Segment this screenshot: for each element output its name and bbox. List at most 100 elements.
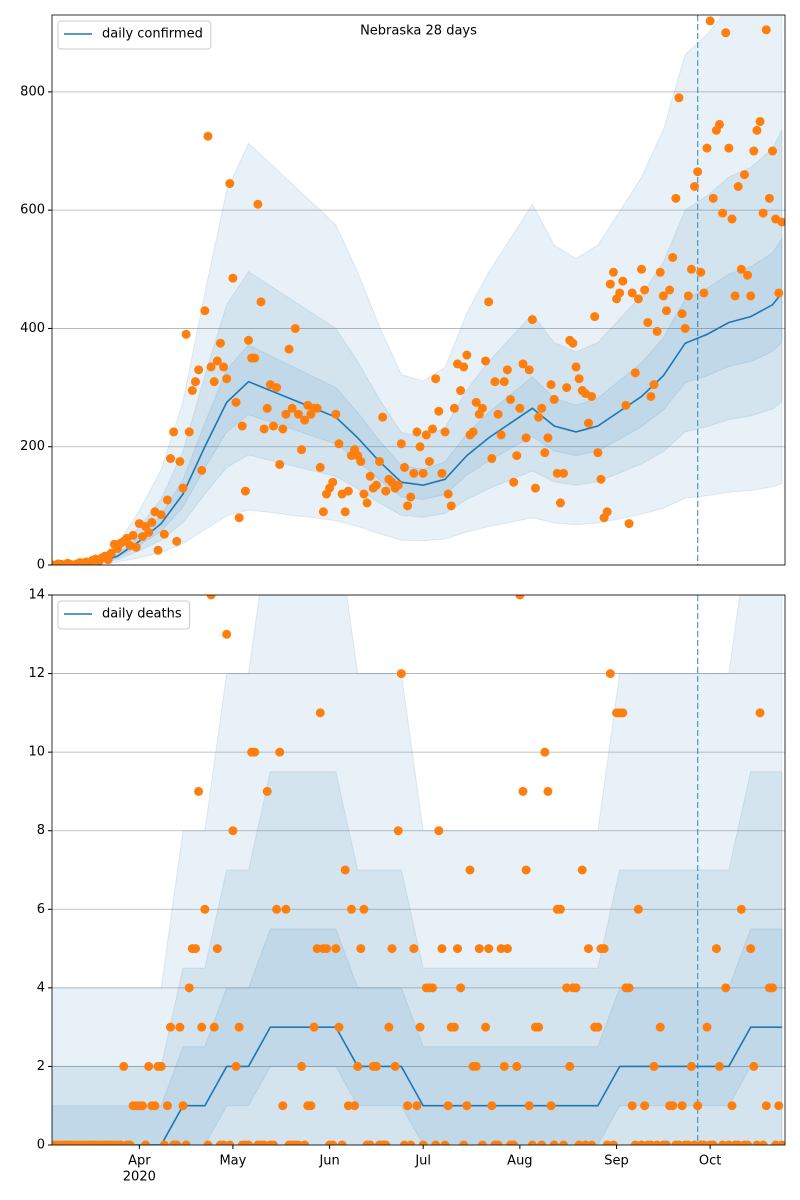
point bbox=[571, 362, 581, 372]
point bbox=[624, 983, 634, 993]
point bbox=[318, 507, 328, 517]
point bbox=[128, 530, 138, 540]
point bbox=[212, 944, 222, 954]
point bbox=[222, 374, 232, 384]
point bbox=[203, 131, 213, 141]
point bbox=[278, 1101, 288, 1111]
point bbox=[587, 391, 597, 401]
point bbox=[162, 1101, 172, 1111]
point bbox=[181, 1140, 191, 1145]
y-tick-label: 4 bbox=[37, 980, 45, 995]
point bbox=[315, 708, 325, 718]
point bbox=[555, 498, 565, 508]
point bbox=[166, 454, 176, 464]
point bbox=[655, 267, 665, 277]
point bbox=[496, 944, 506, 954]
point bbox=[144, 1061, 154, 1071]
point bbox=[169, 427, 179, 437]
point bbox=[471, 397, 481, 407]
point bbox=[418, 1140, 428, 1145]
point bbox=[203, 1140, 213, 1145]
point bbox=[599, 944, 609, 954]
point bbox=[527, 315, 537, 325]
point bbox=[724, 143, 734, 153]
point bbox=[106, 548, 116, 558]
point bbox=[381, 486, 391, 496]
point bbox=[262, 403, 272, 413]
point bbox=[181, 329, 191, 339]
point bbox=[315, 462, 325, 472]
point bbox=[739, 170, 749, 180]
point bbox=[499, 1061, 509, 1071]
point bbox=[568, 338, 578, 348]
y-tick-label: 2 bbox=[37, 1059, 45, 1074]
point bbox=[471, 1061, 481, 1071]
point bbox=[131, 542, 141, 552]
point bbox=[768, 983, 778, 993]
point bbox=[334, 1022, 344, 1032]
point bbox=[231, 1061, 241, 1071]
x-tick-label: Aug bbox=[507, 1154, 532, 1169]
point bbox=[272, 904, 282, 914]
point bbox=[661, 306, 671, 316]
point bbox=[487, 454, 497, 464]
point bbox=[764, 193, 774, 203]
point bbox=[702, 1022, 712, 1032]
point bbox=[768, 146, 778, 156]
point bbox=[627, 1101, 637, 1111]
point bbox=[184, 427, 194, 437]
point bbox=[546, 1101, 556, 1111]
point bbox=[297, 445, 307, 455]
y-tick-label: 800 bbox=[20, 84, 45, 99]
point bbox=[668, 1101, 678, 1111]
point bbox=[194, 365, 204, 375]
point bbox=[777, 217, 785, 227]
plot-frame bbox=[51, 14, 786, 566]
point bbox=[125, 1140, 135, 1145]
point bbox=[677, 1101, 687, 1111]
point bbox=[711, 944, 721, 954]
point bbox=[446, 501, 456, 511]
point bbox=[365, 471, 375, 481]
point bbox=[527, 1140, 537, 1145]
point bbox=[758, 1140, 768, 1145]
point bbox=[696, 267, 706, 277]
point bbox=[350, 1101, 360, 1111]
point bbox=[431, 374, 441, 384]
point bbox=[774, 1101, 784, 1111]
point bbox=[462, 350, 472, 360]
point bbox=[602, 507, 612, 517]
point bbox=[577, 865, 587, 875]
point bbox=[727, 214, 737, 224]
point bbox=[549, 1140, 559, 1145]
point bbox=[443, 1101, 453, 1111]
y-tick-label: 6 bbox=[37, 902, 45, 917]
point bbox=[658, 291, 668, 301]
point bbox=[172, 536, 182, 546]
point bbox=[356, 457, 366, 467]
x-tick-label: Jun bbox=[318, 1154, 339, 1169]
point bbox=[456, 983, 466, 993]
point bbox=[306, 1101, 316, 1111]
point bbox=[231, 397, 241, 407]
point bbox=[562, 383, 572, 393]
point bbox=[119, 1061, 129, 1071]
point bbox=[674, 93, 684, 103]
x-tick-label: Oct bbox=[699, 1154, 721, 1169]
point bbox=[209, 1022, 219, 1032]
point bbox=[690, 182, 700, 192]
point bbox=[746, 291, 756, 301]
y-tick-label: 0 bbox=[37, 1138, 45, 1153]
point bbox=[346, 904, 356, 914]
point bbox=[334, 439, 344, 449]
point bbox=[166, 1022, 176, 1032]
point bbox=[375, 457, 385, 467]
point bbox=[328, 477, 338, 487]
point bbox=[708, 193, 718, 203]
point bbox=[481, 1022, 491, 1032]
point bbox=[459, 1140, 469, 1145]
point bbox=[652, 326, 662, 336]
point bbox=[297, 1061, 307, 1071]
point bbox=[456, 386, 466, 396]
point bbox=[159, 1140, 169, 1145]
